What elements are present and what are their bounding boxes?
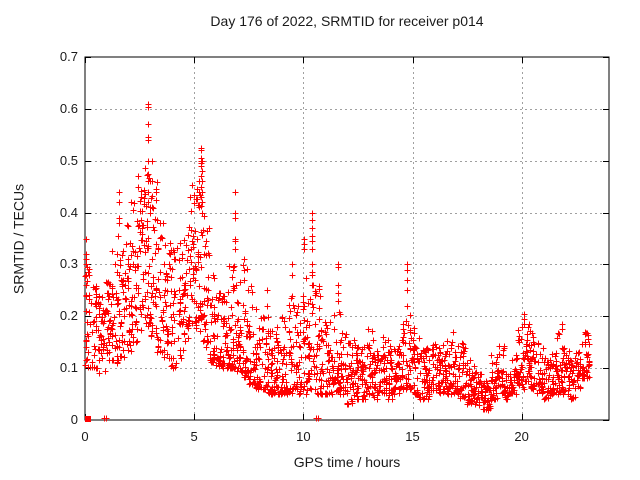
y-tick-label: 0 <box>70 412 78 427</box>
x-tick-label: 20 <box>514 429 529 444</box>
x-tick-label: 0 <box>81 429 89 444</box>
x-tick-label: 5 <box>190 429 198 444</box>
y-tick-label: 0.1 <box>59 360 78 376</box>
plot-frame <box>84 56 610 421</box>
x-tick-label: 10 <box>296 429 311 444</box>
origin-square-point <box>85 416 91 422</box>
y-tick-label: 0.3 <box>59 256 78 272</box>
y-tick-label: 0.5 <box>59 152 78 168</box>
chart-title: Day 176 of 2022, SRMTID for receiver p01… <box>210 13 484 29</box>
y-tick-label: 0.6 <box>59 100 78 116</box>
y-tick-label: 0.2 <box>59 308 78 324</box>
scatter-points <box>82 101 593 422</box>
x-tick-label: 15 <box>405 429 420 444</box>
x-axis-label: GPS time / hours <box>293 454 401 470</box>
y-tick-label: 0.7 <box>59 49 78 64</box>
y-tick-label: 0.4 <box>59 204 78 220</box>
